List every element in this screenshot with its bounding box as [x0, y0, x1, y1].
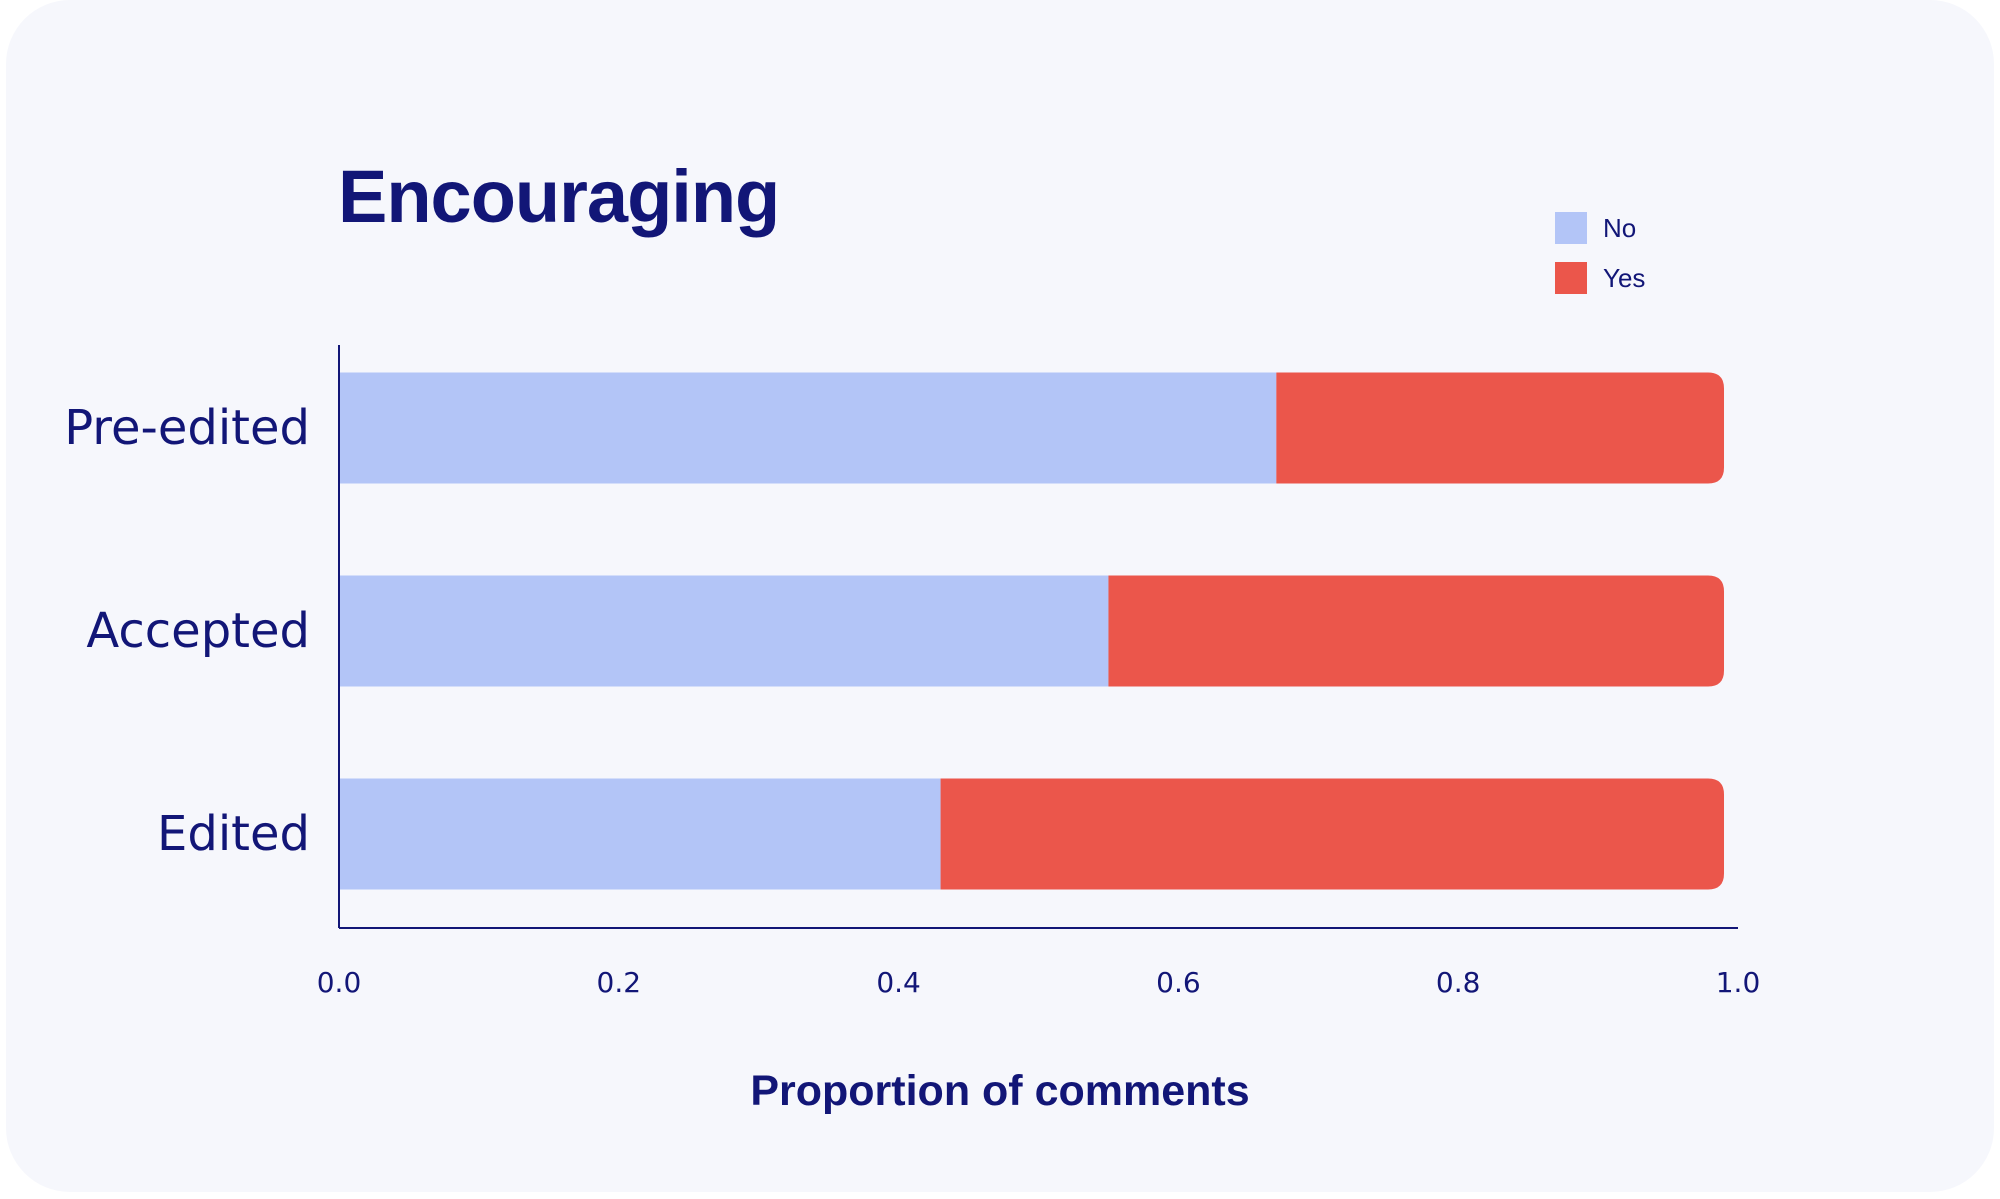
x-axis-title: Proportion of comments	[750, 1067, 1250, 1115]
x-tick-label-0-0: 0.0	[317, 966, 362, 999]
legend-swatch-no	[1555, 212, 1587, 244]
bar-accepted-no	[339, 575, 1109, 687]
legend-swatch-yes	[1555, 262, 1587, 294]
legend-label-yes: Yes	[1603, 262, 1646, 293]
bar-pre-edited-yes	[1276, 372, 1725, 484]
category-label-pre-edited: Pre-edited	[64, 400, 310, 456]
x-tick-label-0-2: 0.2	[597, 966, 642, 999]
category-label-accepted: Accepted	[86, 603, 310, 659]
category-label-edited: Edited	[157, 806, 310, 862]
legend: No Yes	[1555, 212, 1645, 312]
legend-item-no: No	[1555, 212, 1645, 244]
x-tick-label-0-6: 0.6	[1156, 966, 1201, 999]
x-tick-label-0-4: 0.4	[876, 966, 921, 999]
bar-pre-edited-no	[339, 372, 1277, 484]
bar-accepted-yes	[1108, 575, 1725, 687]
x-tick-label-0-8: 0.8	[1436, 966, 1481, 999]
bar-edited-no	[339, 778, 941, 890]
legend-item-yes: Yes	[1555, 262, 1645, 294]
x-tick-label-1-0: 1.0	[1716, 966, 1761, 999]
chart-title: Encouraging	[338, 155, 780, 238]
bar-edited-yes	[940, 778, 1725, 890]
legend-label-no: No	[1603, 212, 1637, 243]
